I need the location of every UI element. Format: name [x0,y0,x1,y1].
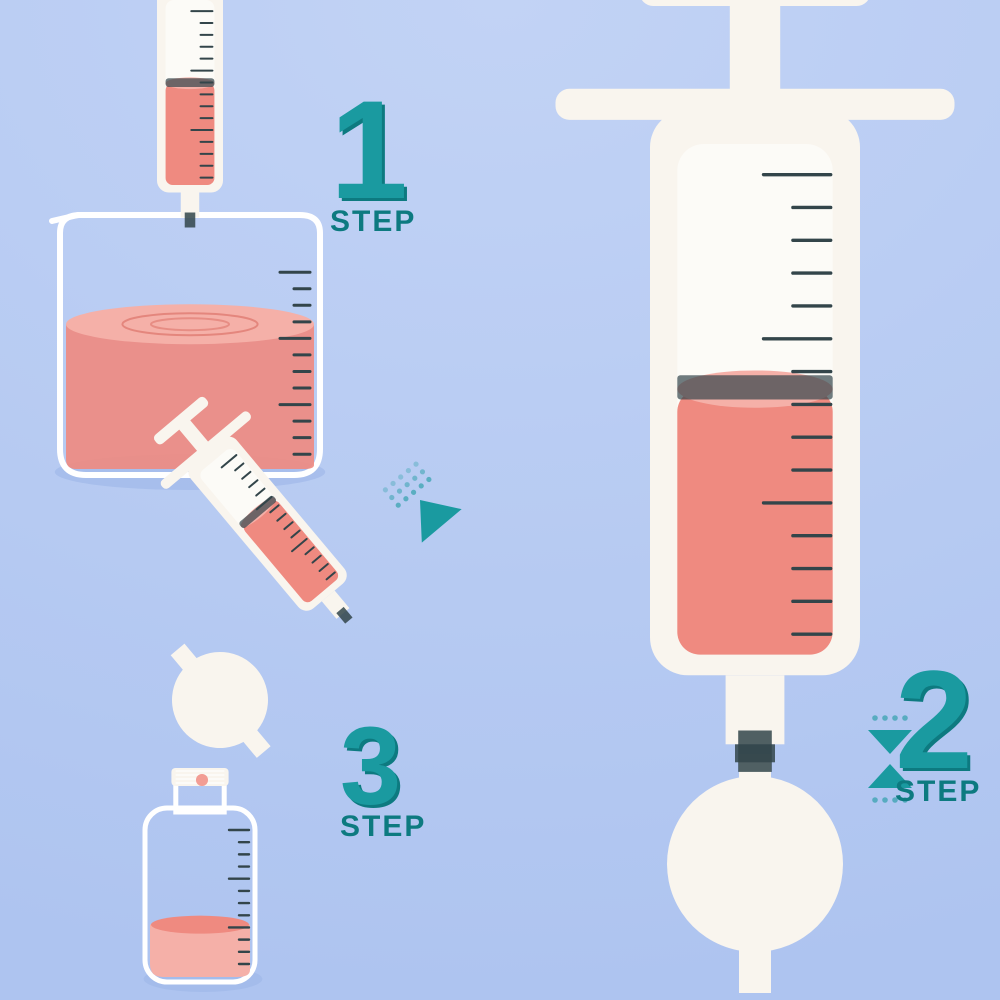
step-three-label: 3STEP [340,720,426,839]
step-three-word: STEP [340,814,426,840]
step-three-number: 3 [340,720,426,814]
step-two-word: STEP [895,779,981,805]
step-one-number: 1 [330,90,416,209]
step-2-illustration [510,0,1000,1000]
step-one-word: STEP [330,209,416,235]
step-one-label: 1STEP [330,90,416,235]
step-two-label: 2STEP [895,660,981,805]
step-two-number: 2 [895,660,981,779]
step-3-illustration [60,460,580,1000]
